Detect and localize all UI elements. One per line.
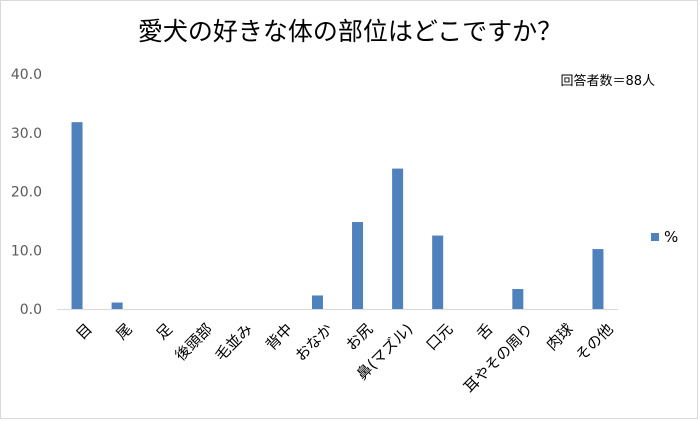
x-category-label: 口元	[422, 320, 456, 354]
y-tick-label: 30.0	[11, 126, 42, 142]
respondent-count-note: 回答者数＝88人	[560, 74, 655, 89]
y-tick-label: 0.0	[20, 302, 42, 318]
bar	[352, 222, 364, 309]
y-tick-label: 20.0	[11, 185, 42, 201]
y-tick-label: 40.0	[11, 67, 42, 83]
bar	[592, 249, 604, 309]
x-category-label: お尻	[342, 320, 376, 354]
x-category-label: 舌	[473, 320, 496, 343]
x-category-label: 耳やその周り	[460, 320, 536, 396]
bar	[392, 168, 404, 309]
x-category-label: 尾	[113, 320, 136, 343]
x-category-label: 足	[153, 320, 176, 343]
bars	[71, 122, 604, 309]
x-category-label: 毛並み	[212, 320, 257, 365]
legend-label: %	[664, 228, 679, 246]
legend-swatch	[651, 233, 659, 241]
bar	[111, 302, 123, 309]
x-category-label: 背中	[262, 320, 296, 354]
bar	[71, 122, 83, 309]
x-category-label: おなか	[292, 320, 337, 365]
y-axis-tick-labels: 0.0 10.0 20.0 30.0 40.0	[11, 67, 42, 318]
bar	[432, 235, 444, 309]
x-category-label: その他	[572, 320, 617, 365]
bar	[512, 289, 524, 309]
bar	[311, 295, 323, 309]
x-category-label: 後頭部	[171, 320, 216, 365]
legend: %	[651, 228, 678, 246]
y-tick-label: 10.0	[11, 243, 42, 259]
x-axis-category-labels: 目尾足後頭部毛並み 背中おなか お尻鼻(マズル) 口元 舌耳やその周り 肉球その他	[72, 320, 616, 396]
x-category-label: 目	[72, 320, 95, 343]
chart-title: 愛犬の好きな体の部位はどこですか？	[137, 17, 563, 46]
x-category-label: 肉球	[543, 320, 577, 354]
